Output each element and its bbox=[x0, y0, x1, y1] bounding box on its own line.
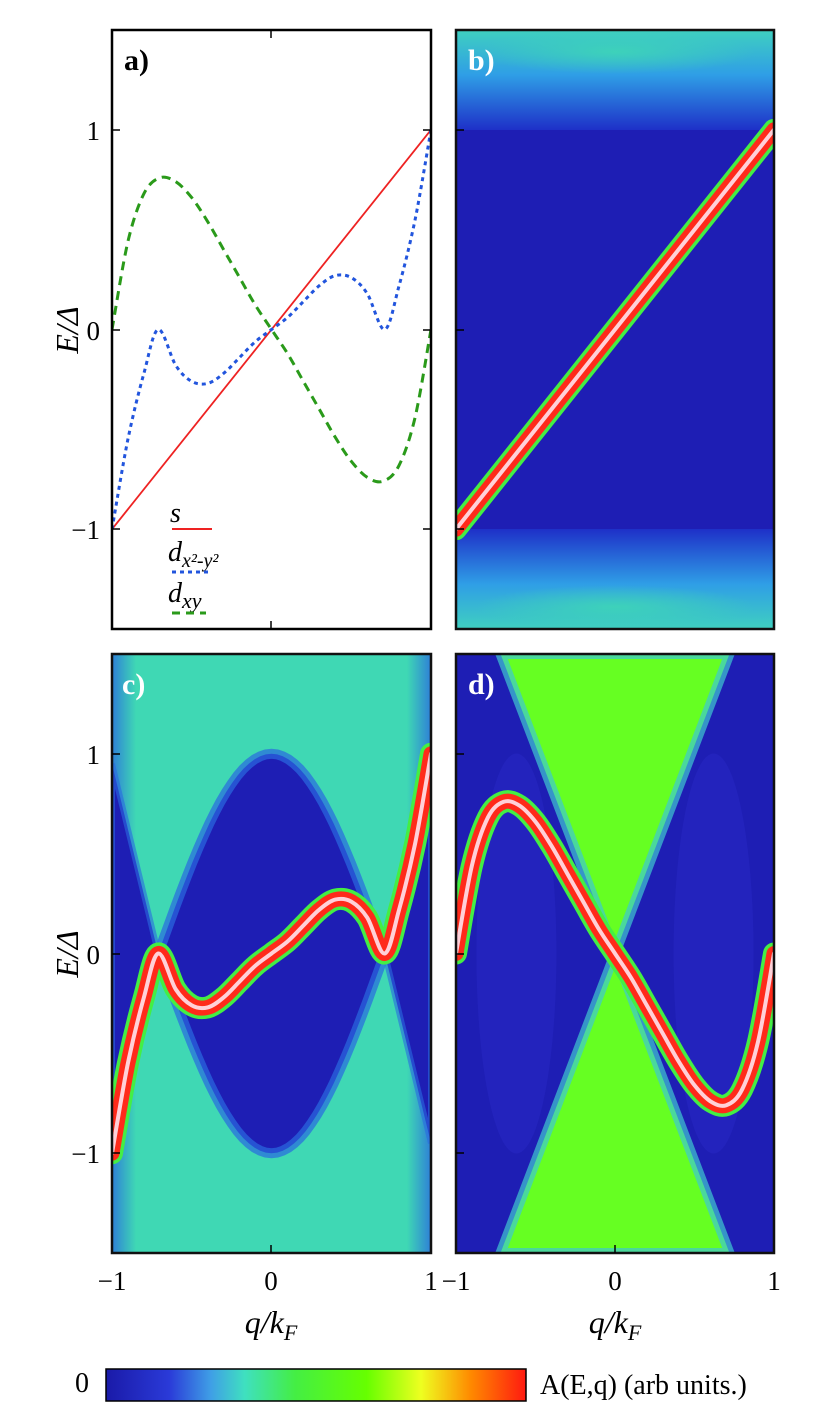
panel-d-label: d) bbox=[468, 668, 495, 701]
x-axis-d: −1 0 1 q/kF bbox=[442, 1266, 781, 1345]
xtick-d-0: 0 bbox=[608, 1266, 622, 1296]
panel-d-right-lobe bbox=[673, 753, 754, 1154]
colorbar: 0 A(E,q) (arb units.) bbox=[75, 1368, 747, 1402]
legend-dxy-label: dxy bbox=[168, 578, 202, 613]
xtick-c-m1: −1 bbox=[98, 1266, 127, 1296]
ytick-bottom-1: 1 bbox=[87, 740, 101, 770]
ytick-top-1: 1 bbox=[87, 116, 101, 146]
y-axis-bottom: 1 0 −1 E/Δ bbox=[49, 740, 100, 1169]
legend: s dx²-y² dxy bbox=[168, 498, 219, 615]
xtick-c-0: 0 bbox=[264, 1266, 278, 1296]
panel-a: a) s dx²-y² dxy bbox=[110, 28, 433, 631]
ytick-top-0: 0 bbox=[87, 316, 101, 346]
legend-dx2y2-label: dx²-y² bbox=[168, 537, 219, 572]
legend-s-label: s bbox=[170, 498, 181, 529]
panel-d-top-cone bbox=[495, 654, 735, 968]
panel-d-left-lobe bbox=[476, 753, 557, 1154]
xtick-c-1: 1 bbox=[424, 1266, 438, 1296]
ylabel-top: E/Δ bbox=[49, 306, 85, 354]
colorbar-label: A(E,q) (arb units.) bbox=[540, 1370, 747, 1401]
panel-c-ridge-core bbox=[112, 751, 431, 1156]
xlabel-c: q/kF bbox=[245, 1304, 298, 1345]
panel-a-label: a) bbox=[124, 44, 149, 77]
xtick-d-1: 1 bbox=[767, 1266, 781, 1296]
ytick-bottom-m1: −1 bbox=[71, 1139, 100, 1169]
panel-b-label: b) bbox=[468, 44, 495, 77]
panel-d-bottom-cone bbox=[495, 939, 735, 1253]
panel-b: b) bbox=[454, 28, 776, 631]
series-dxy-line bbox=[112, 175, 431, 484]
xtick-d-m1: −1 bbox=[442, 1266, 471, 1296]
panel-b-ridge-core bbox=[456, 127, 774, 532]
colorbar-gradient bbox=[105, 1368, 527, 1402]
panel-c-label: c) bbox=[122, 668, 145, 701]
ylabel-bottom: E/Δ bbox=[49, 930, 85, 978]
xlabel-d: q/kF bbox=[589, 1304, 642, 1345]
panel-c: c) bbox=[110, 652, 433, 1255]
panel-d: d) bbox=[454, 652, 776, 1255]
panel-d-ridge-core bbox=[456, 799, 774, 1108]
colorbar-min-label: 0 bbox=[75, 1368, 89, 1399]
y-axis-top: 1 0 −1 E/Δ bbox=[49, 116, 100, 545]
ytick-top-m1: −1 bbox=[71, 515, 100, 545]
x-axis-c: −1 0 1 q/kF bbox=[98, 1266, 438, 1345]
series-dx2y2-line bbox=[112, 129, 431, 530]
ytick-bottom-0: 0 bbox=[87, 940, 101, 970]
